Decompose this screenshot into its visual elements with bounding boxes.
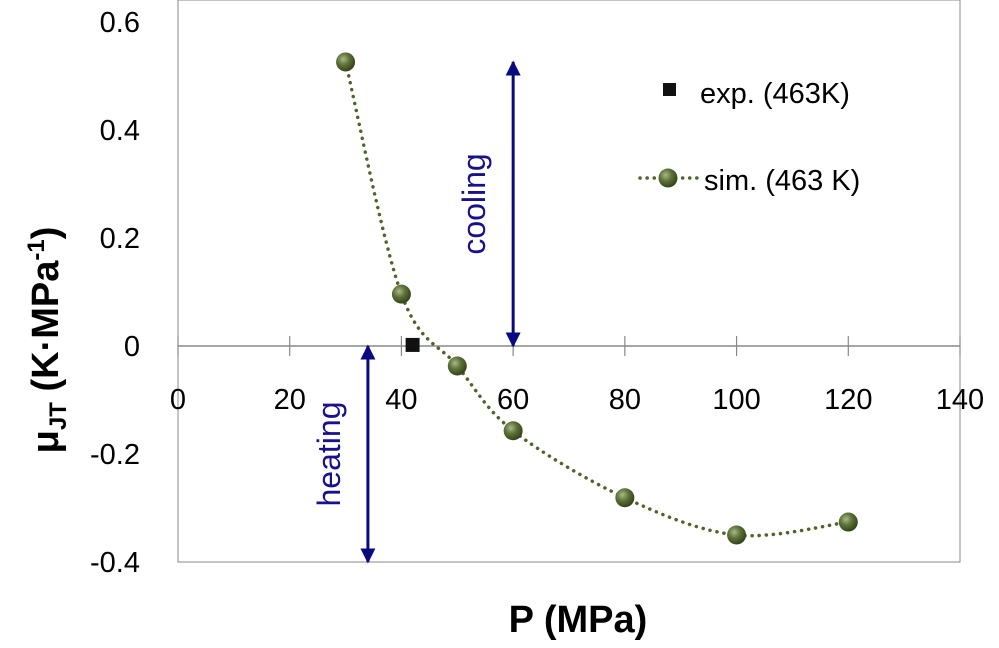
- legend: exp. (463K) sim. (463 K): [638, 78, 860, 197]
- sim-point: [503, 421, 523, 441]
- legend-sim-marker: [658, 168, 678, 188]
- x-axis-title: P (MPa): [509, 599, 648, 641]
- x-tick-label: 20: [274, 384, 306, 416]
- y-tick-label: 0: [124, 331, 140, 363]
- y-tick-label: 0.6: [100, 7, 140, 39]
- legend-exp-marker: [663, 83, 676, 96]
- y-tick-label: 0.2: [100, 223, 140, 255]
- x-tick-label: 0: [170, 384, 186, 416]
- y-tick-label: 0.4: [100, 115, 140, 147]
- y-axis-title: μJT (K·MPa-1): [23, 227, 72, 454]
- legend-sim-label: sim. (463 K): [704, 165, 860, 197]
- x-tick-label: 100: [712, 384, 760, 416]
- y-tick-label: -0.4: [90, 547, 140, 579]
- sim-point: [391, 284, 411, 304]
- heating-label: heating: [311, 402, 347, 507]
- x-tick-label: 80: [609, 384, 641, 416]
- y-tick-label: -0.2: [90, 439, 140, 471]
- sim-point: [615, 488, 635, 508]
- cooling-label: cooling: [456, 153, 492, 254]
- sim-point: [447, 356, 467, 376]
- x-tick-label: 120: [824, 384, 872, 416]
- x-tick-label: 140: [936, 384, 984, 416]
- legend-exp-label: exp. (463K): [700, 78, 850, 110]
- x-tick-label: 40: [385, 384, 417, 416]
- sim-curve: [343, 60, 851, 538]
- sim-point: [727, 525, 747, 545]
- sim-point: [336, 52, 356, 72]
- x-tick-label: 60: [497, 384, 529, 416]
- sim-point: [838, 512, 858, 532]
- exp-point: [405, 337, 420, 352]
- plot-area: [177, 0, 961, 563]
